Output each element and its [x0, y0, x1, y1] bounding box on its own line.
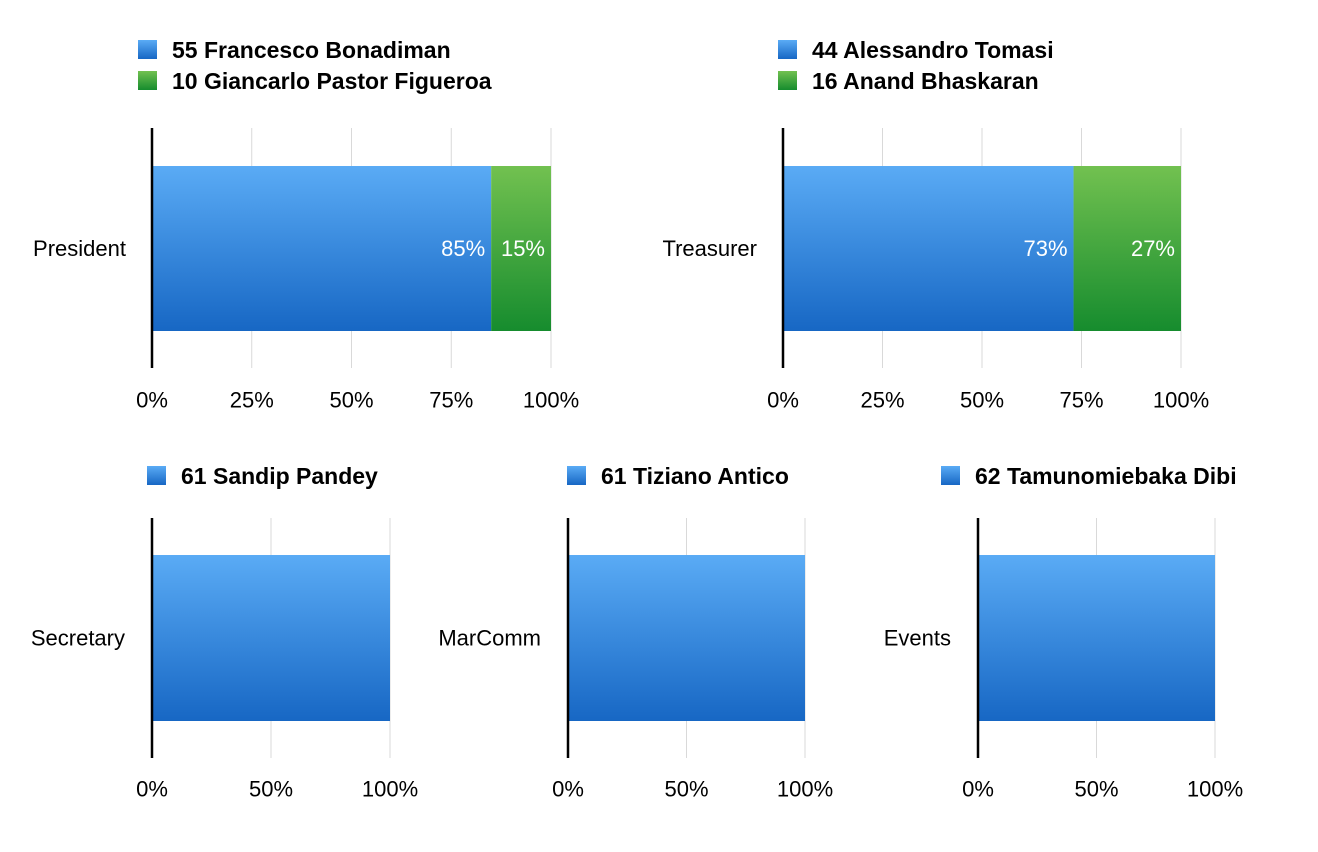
chart-events-tick-label: 100%: [1187, 777, 1243, 802]
chart-marcomm-tick-label: 0%: [552, 777, 584, 802]
chart-president-bar-55-francesco-bonadiman: [152, 166, 492, 331]
chart-marcomm-tick-label: 100%: [777, 777, 833, 802]
chart-president-tick-label: 75%: [429, 388, 473, 413]
chart-treasurer-bar-44-alessandro-tomasi: [783, 166, 1074, 331]
chart-president-tick-label: 50%: [329, 388, 373, 413]
chart-treasurer-legend-label: 16 Anand Bhaskaran: [812, 68, 1039, 94]
chart-treasurer-bar-16-anand-bhaskaran: [1073, 166, 1181, 331]
chart-events-legend-swatch-62-tamunomiebaka-dibi: [941, 466, 960, 485]
chart-treasurer-tick-label: 50%: [960, 388, 1004, 413]
chart-marcomm-category-label: MarComm: [438, 626, 541, 651]
chart-treasurer-legend-swatch-44-alessandro-tomasi: [778, 40, 797, 59]
chart-treasurer-data-label: 73%: [1023, 236, 1067, 261]
chart-president-legend-label: 10 Giancarlo Pastor Figueroa: [172, 68, 492, 94]
chart-marcomm-bar-61-tiziano-antico: [568, 555, 805, 721]
chart-events: 62 Tamunomiebaka Dibi Events 0% 50% 100%: [884, 463, 1243, 802]
chart-secretary-category-label: Secretary: [31, 626, 125, 651]
chart-events-legend-label: 62 Tamunomiebaka Dibi: [975, 463, 1237, 489]
chart-president-legend-swatch-55-francesco-bonadiman: [138, 40, 157, 59]
chart-president-legend-label: 55 Francesco Bonadiman: [172, 37, 451, 63]
chart-treasurer-legend-label: 44 Alessandro Tomasi: [812, 37, 1054, 63]
chart-president-tick-label: 0%: [136, 388, 168, 413]
chart-secretary: 61 Sandip Pandey Secretary 0% 50% 100%: [31, 463, 418, 802]
chart-president-legend-swatch-10-giancarlo-pastor-figueroa: [138, 71, 157, 90]
chart-treasurer: 44 Alessandro Tomasi 16 Anand Bhaskaran 73…: [662, 37, 1209, 413]
chart-treasurer-tick-label: 25%: [860, 388, 904, 413]
chart-events-tick-label: 50%: [1074, 777, 1118, 802]
chart-treasurer-tick-label: 0%: [767, 388, 799, 413]
chart-marcomm-tick-label: 50%: [664, 777, 708, 802]
chart-president: 55 Francesco Bonadiman 10 Giancarlo Pasto…: [33, 37, 579, 413]
chart-president-data-label: 85%: [441, 236, 485, 261]
chart-secretary-legend-label: 61 Sandip Pandey: [181, 463, 378, 489]
chart-secretary-tick-label: 50%: [249, 777, 293, 802]
chart-treasurer-category-label: Treasurer: [662, 236, 757, 261]
chart-events-category-label: Events: [884, 626, 951, 651]
chart-president-category-label: President: [33, 236, 126, 261]
chart-events-bar-62-tamunomiebaka-dibi: [978, 555, 1215, 721]
chart-treasurer-legend-swatch-16-anand-bhaskaran: [778, 71, 797, 90]
chart-events-tick-label: 0%: [962, 777, 994, 802]
chart-secretary-bar-61-sandip-pandey: [152, 555, 390, 721]
chart-president-bar-10-giancarlo-pastor-figueroa: [491, 166, 551, 331]
chart-marcomm: 61 Tiziano Antico MarComm 0% 50% 100%: [438, 463, 833, 802]
chart-president-tick-label: 100%: [523, 388, 579, 413]
chart-treasurer-tick-label: 75%: [1059, 388, 1103, 413]
chart-marcomm-legend-label: 61 Tiziano Antico: [601, 463, 789, 489]
chart-secretary-tick-label: 100%: [362, 777, 418, 802]
chart-president-tick-label: 25%: [230, 388, 274, 413]
chart-president-data-label: 15%: [501, 236, 545, 261]
chart-treasurer-tick-label: 100%: [1153, 388, 1209, 413]
chart-marcomm-legend-swatch-61-tiziano-antico: [567, 466, 586, 485]
chart-secretary-tick-label: 0%: [136, 777, 168, 802]
chart-treasurer-data-label: 27%: [1131, 236, 1175, 261]
chart-secretary-legend-swatch-61-sandip-pandey: [147, 466, 166, 485]
